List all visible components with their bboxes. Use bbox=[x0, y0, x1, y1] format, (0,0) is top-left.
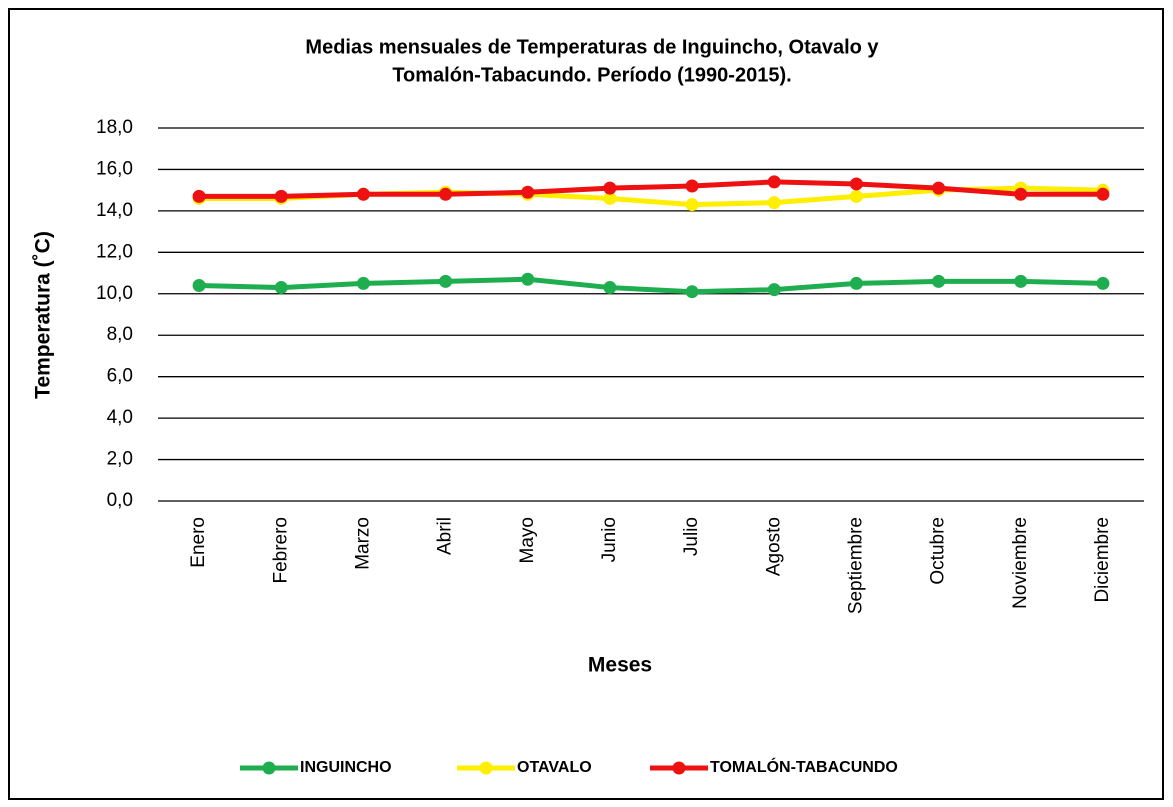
point bbox=[274, 189, 288, 203]
point bbox=[603, 281, 617, 295]
point bbox=[1096, 187, 1110, 201]
legend-label: INGUINCHO bbox=[300, 759, 392, 776]
y-axis-title: Temperatura (˚C) bbox=[32, 231, 55, 399]
point bbox=[932, 274, 946, 288]
legend-marker bbox=[672, 761, 686, 775]
x-tick-label: Septiembre bbox=[845, 517, 866, 614]
y-tick-label: 12,0 bbox=[96, 241, 133, 262]
x-tick-label: Enero bbox=[188, 517, 209, 568]
point bbox=[932, 181, 946, 195]
y-tick-label: 6,0 bbox=[107, 366, 133, 387]
point bbox=[1014, 274, 1028, 288]
x-tick-label: Noviembre bbox=[1010, 517, 1031, 609]
point bbox=[274, 281, 288, 295]
x-axis-title: Meses bbox=[588, 654, 652, 677]
x-tick-label: Febrero bbox=[270, 517, 291, 584]
y-tick-label: 4,0 bbox=[107, 407, 133, 428]
x-tick-label: Mayo bbox=[517, 517, 538, 563]
y-tick-label: 16,0 bbox=[96, 158, 133, 179]
point bbox=[603, 181, 617, 195]
point bbox=[685, 285, 699, 299]
chart-title: Tomalón-Tabacundo. Período (1990-2015). bbox=[392, 64, 791, 86]
point bbox=[767, 196, 781, 210]
legend-label: OTAVALO bbox=[517, 759, 592, 776]
x-tick-label: Abril bbox=[435, 517, 456, 555]
x-tick-label: Diciembre bbox=[1092, 517, 1113, 603]
point bbox=[192, 189, 206, 203]
y-tick-label: 2,0 bbox=[107, 449, 133, 470]
x-tick-label: Marzo bbox=[352, 517, 373, 570]
y-tick-label: 10,0 bbox=[96, 283, 133, 304]
point bbox=[356, 276, 370, 290]
y-tick-label: 14,0 bbox=[96, 200, 133, 221]
series-line bbox=[199, 276, 1103, 295]
chart-title: Medias mensuales de Temperaturas de Ingu… bbox=[305, 36, 879, 58]
point bbox=[356, 187, 370, 201]
y-tick-label: 0,0 bbox=[107, 490, 133, 511]
point bbox=[767, 283, 781, 297]
point bbox=[685, 198, 699, 212]
point bbox=[1014, 187, 1028, 201]
point bbox=[521, 272, 535, 286]
x-tick-label: Agosto bbox=[763, 517, 784, 576]
x-tick-label: Julio bbox=[681, 517, 702, 556]
x-tick-label: Junio bbox=[599, 517, 620, 562]
point bbox=[439, 274, 453, 288]
y-tick-label: 8,0 bbox=[107, 324, 133, 345]
point bbox=[521, 185, 535, 199]
point bbox=[192, 278, 206, 292]
y-tick-label: 18,0 bbox=[96, 117, 133, 138]
point bbox=[685, 179, 699, 193]
point bbox=[849, 276, 863, 290]
point bbox=[1096, 276, 1110, 290]
point bbox=[603, 191, 617, 205]
point bbox=[849, 189, 863, 203]
point bbox=[439, 187, 453, 201]
chart-border bbox=[8, 8, 1164, 800]
x-tick-label: Octubre bbox=[928, 517, 949, 585]
legend-marker bbox=[262, 761, 276, 775]
legend-label: TOMALÓN-TABACUNDO bbox=[710, 757, 898, 776]
series-line bbox=[199, 179, 1103, 199]
point bbox=[849, 177, 863, 191]
legend-marker bbox=[479, 761, 493, 775]
point bbox=[767, 175, 781, 189]
